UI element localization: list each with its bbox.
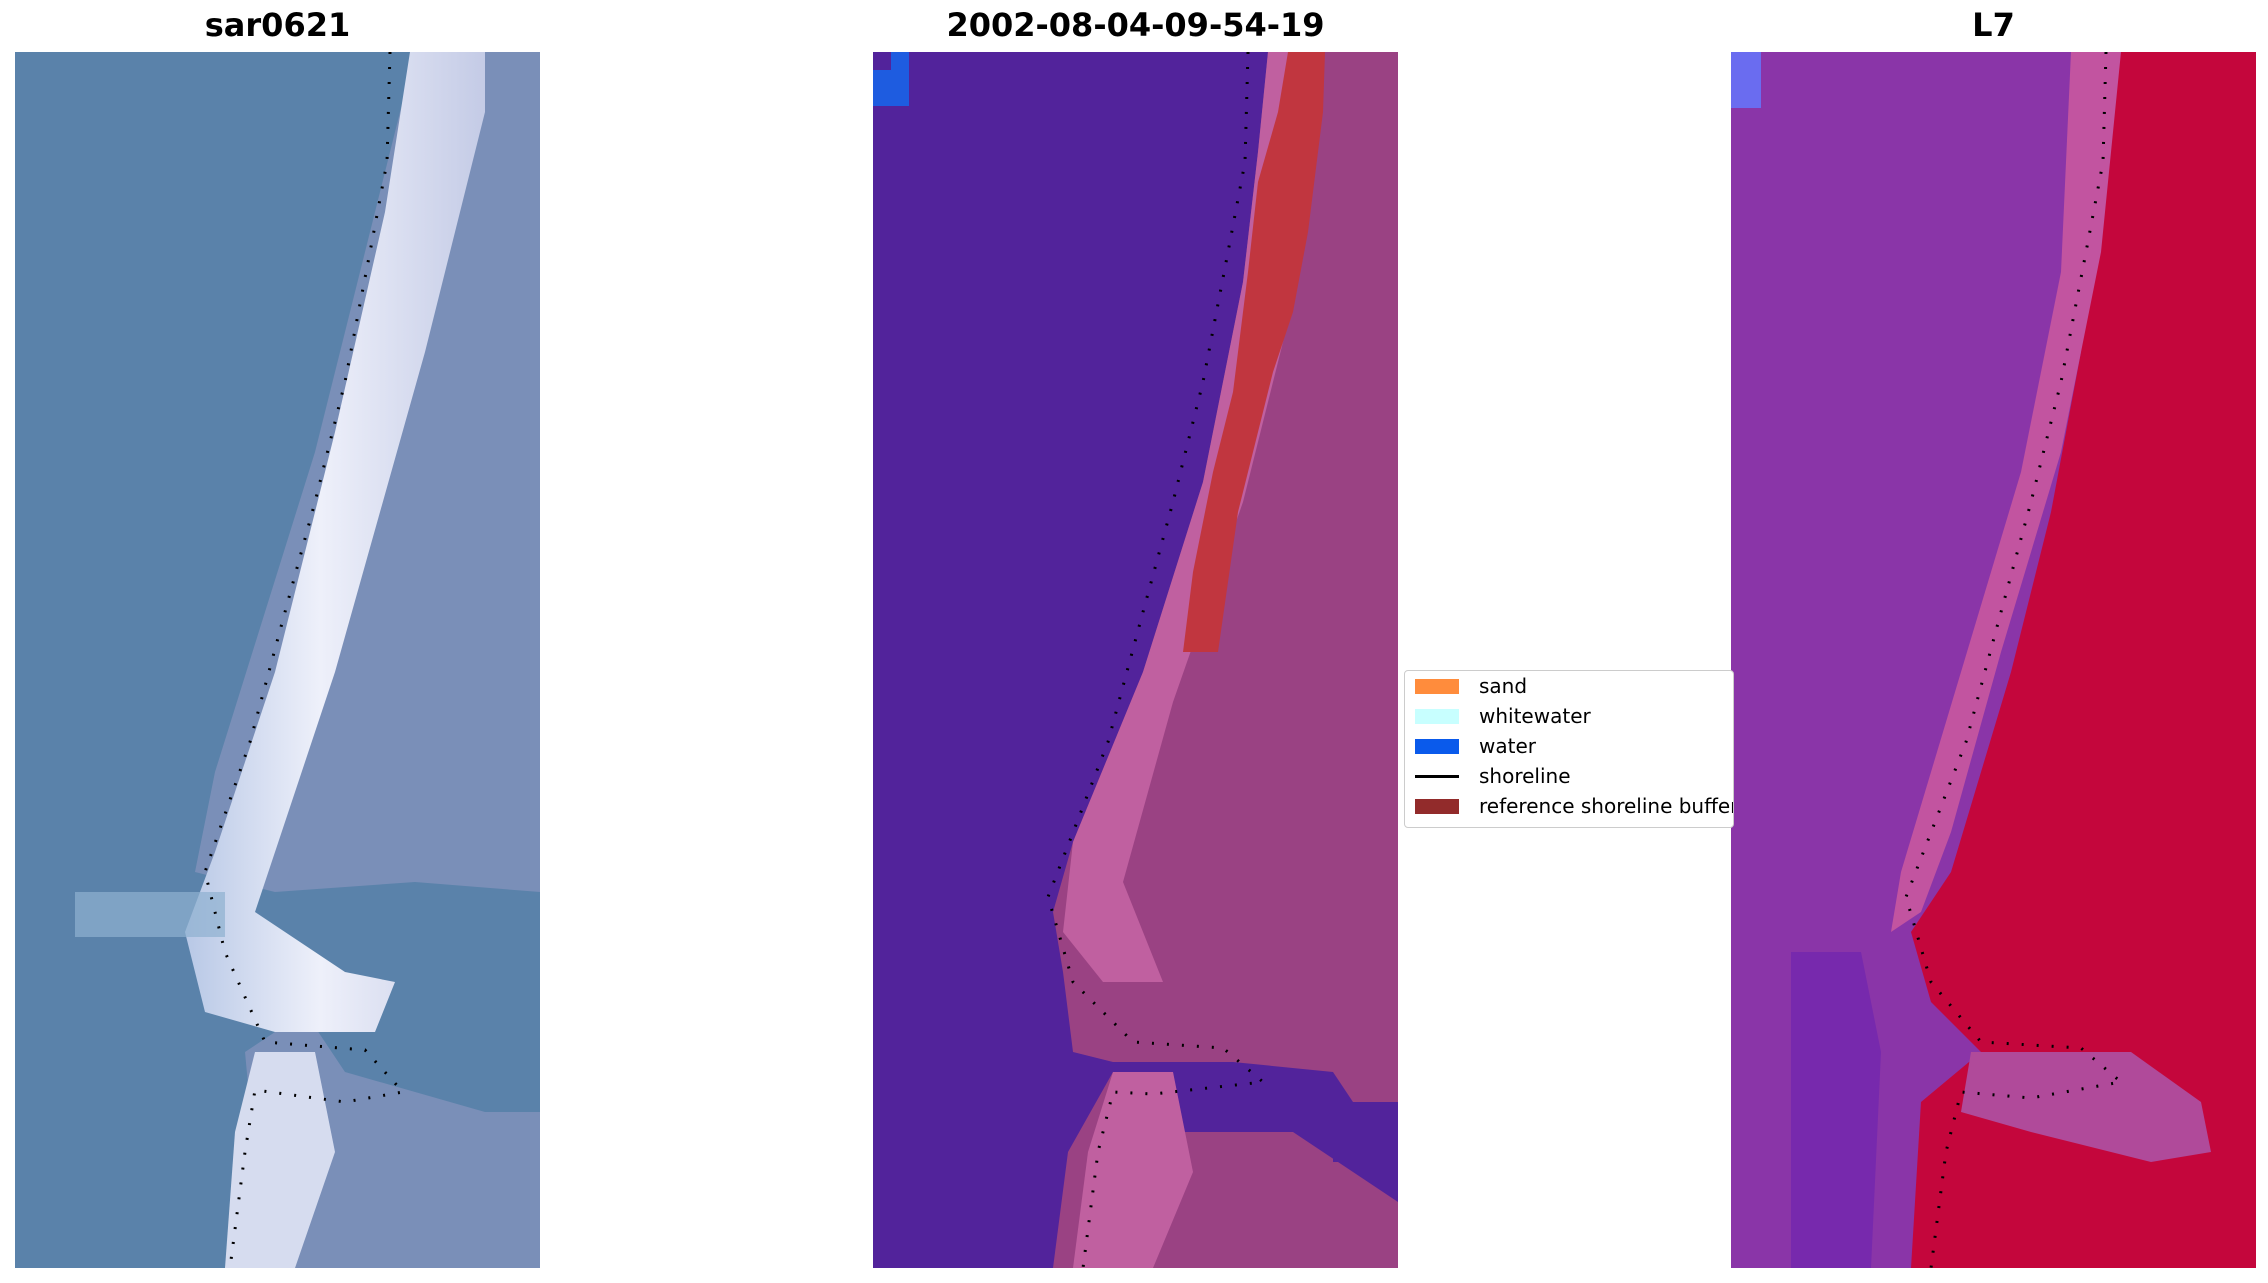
buffer-swatch	[1415, 798, 1459, 814]
rgb-image-panel	[15, 52, 540, 1268]
water-swatch	[1415, 738, 1459, 754]
classification-panel	[873, 52, 1398, 1268]
legend-label: water	[1479, 734, 1536, 758]
panel-title-index: L7	[1972, 6, 2015, 44]
whitewater-swatch	[1415, 708, 1459, 724]
land-area	[195, 52, 540, 1268]
shoreline-dots	[203, 52, 406, 1268]
index-image-panel	[1731, 52, 2256, 1268]
shoreline-dots-3	[1904, 52, 2125, 1268]
legend-item-water: water	[1415, 733, 1536, 759]
sand-swatch	[1415, 678, 1459, 694]
legend-item-shoreline: shoreline	[1415, 763, 1571, 789]
shoreline-line-swatch	[1415, 774, 1459, 778]
index-dark-patch	[1791, 952, 1881, 1268]
legend: sand whitewater water shoreline referenc…	[1404, 670, 1734, 828]
legend-item-reference-buffer: reference shoreline buffer	[1415, 793, 1734, 819]
classification-image	[873, 52, 1398, 1268]
sand-strip	[185, 52, 485, 1032]
lower-sand	[225, 1052, 335, 1268]
shoreline-dots-2	[1046, 52, 1267, 1268]
panel-title-rgb: sar0621	[204, 6, 351, 44]
class-buffer-area	[1183, 52, 1325, 652]
index-inlet	[1961, 1052, 2211, 1162]
panel-title-classification: 2002-08-04-09-54-19	[946, 6, 1325, 44]
index-blue-corner	[1731, 52, 1761, 108]
legend-label: shoreline	[1479, 764, 1571, 788]
legend-label: whitewater	[1479, 704, 1591, 728]
index-land-area	[1911, 52, 2256, 1268]
surf-band	[75, 892, 225, 937]
index-image	[1731, 52, 2256, 1268]
index-transition	[1891, 52, 2121, 932]
legend-item-whitewater: whitewater	[1415, 703, 1591, 729]
class-inlet-strip	[1333, 1102, 1398, 1162]
rgb-image	[15, 52, 540, 1268]
legend-label: sand	[1479, 674, 1528, 698]
legend-label: reference shoreline buffer	[1479, 794, 1734, 818]
legend-item-sand: sand	[1415, 673, 1527, 699]
